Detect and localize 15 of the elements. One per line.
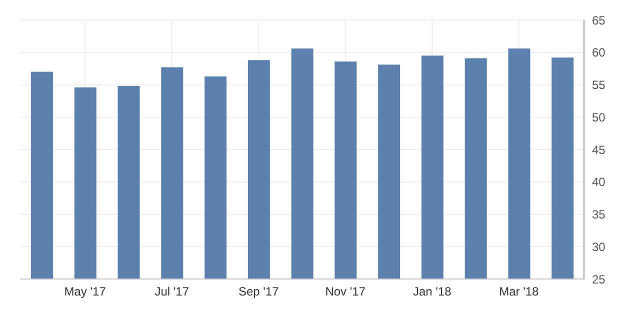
x-tick-label: Mar '18: [499, 284, 540, 299]
y-tick-label: 65: [592, 13, 606, 28]
y-tick-label: 45: [592, 142, 606, 157]
x-tick-label: Jul '17: [154, 284, 190, 299]
y-tick-label: 30: [592, 240, 606, 254]
y-tick-label: 25: [592, 272, 606, 286]
x-tick-label: Sep '17: [238, 284, 280, 299]
y-tick-label: 40: [592, 175, 606, 190]
y-tick-label: 50: [592, 110, 606, 124]
x-tick-label: May '17: [64, 284, 106, 299]
y-tick-label: 60: [592, 46, 606, 60]
y-tick-label: 35: [592, 208, 606, 222]
x-tick-label: Nov '17: [325, 284, 366, 299]
x-tick-label: Jan '18: [412, 284, 452, 299]
y-tick-label: 55: [592, 78, 606, 92]
